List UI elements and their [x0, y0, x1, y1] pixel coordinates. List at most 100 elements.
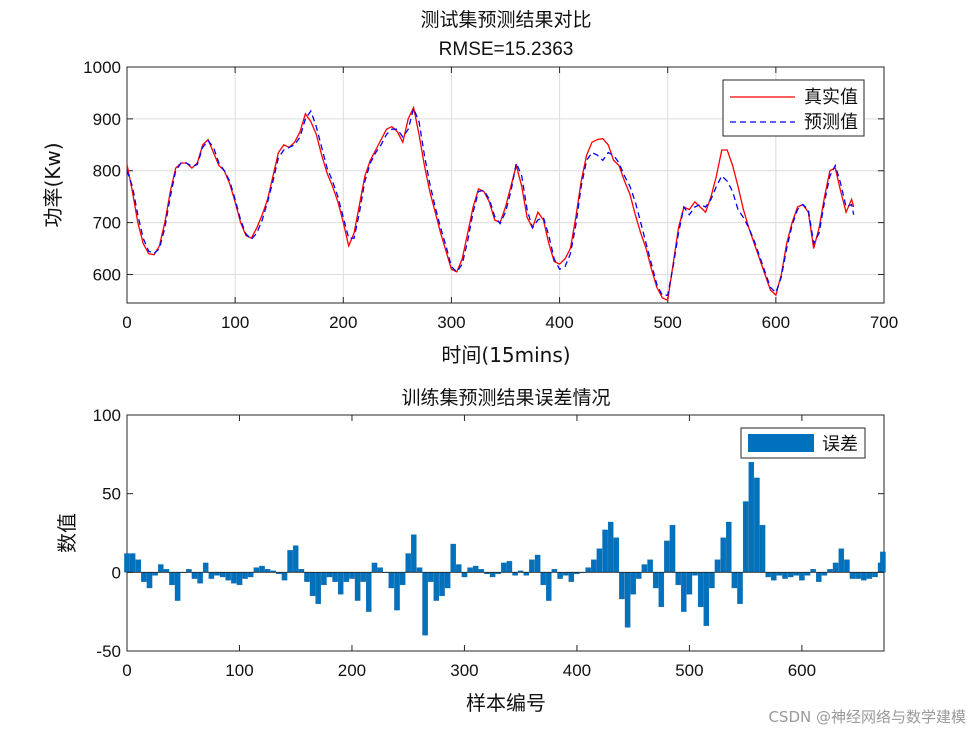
top-y-tick-label: 700 — [93, 214, 121, 233]
error-bar — [399, 572, 406, 586]
error-bar — [880, 551, 886, 573]
top-x-label: 时间(15mins) — [441, 343, 570, 367]
error-bar — [416, 567, 423, 573]
top-series — [126, 105, 855, 302]
error-bar — [360, 572, 366, 582]
legend-label-actual: 真实值 — [804, 87, 858, 108]
error-bar — [641, 564, 648, 573]
error-bar — [191, 572, 198, 579]
error-bar — [529, 559, 535, 573]
error-bar — [692, 572, 698, 576]
error-bar — [737, 572, 743, 604]
error-bar — [326, 572, 333, 578]
error-bar — [782, 572, 788, 579]
error-bar — [501, 562, 507, 573]
error-bar — [422, 572, 428, 636]
error-bar — [197, 572, 203, 584]
error-bar — [861, 572, 867, 581]
error-bar — [186, 569, 192, 573]
error-bar — [816, 572, 822, 582]
error-bar — [793, 572, 800, 576]
bottom-y-tick-label: 100 — [93, 406, 121, 425]
error-bar — [208, 572, 215, 579]
error-bar — [366, 572, 372, 612]
top-x-tick-label: 500 — [654, 313, 682, 332]
error-bar — [219, 572, 226, 578]
error-bar — [202, 562, 209, 573]
bottom-plot-area — [126, 414, 885, 652]
error-bar — [411, 534, 417, 573]
error-bar — [562, 572, 569, 576]
error-bar — [759, 524, 766, 573]
error-bar — [731, 572, 738, 589]
error-bar — [337, 572, 344, 595]
error-bar — [124, 553, 130, 573]
error-bar — [388, 572, 395, 589]
top-y-tick-label: 600 — [93, 265, 121, 284]
error-bar — [675, 572, 681, 586]
top-x-tick-label: 300 — [437, 313, 465, 332]
error-bar — [844, 559, 850, 573]
error-bar — [512, 572, 518, 576]
error-bar — [259, 565, 265, 573]
error-bar — [231, 572, 237, 584]
bottom-x-tick-label: 600 — [788, 661, 816, 680]
error-bar — [253, 567, 260, 573]
error-bar — [405, 553, 411, 573]
error-bar — [242, 572, 248, 579]
top-chart-subtitle: RMSE=15.2363 — [439, 39, 574, 60]
error-bar — [135, 559, 142, 573]
error-bar — [765, 572, 771, 578]
bottom-y-tick-label: 50 — [102, 485, 121, 504]
error-bar — [849, 572, 856, 579]
error-bar — [146, 572, 153, 589]
top-ticks: 0 100 200 300 400 500 600 700 600 700 800 900 1000 — [83, 58, 898, 332]
error-bar — [804, 572, 811, 576]
top-chart-title: 测试集预测结果对比 — [420, 9, 591, 31]
error-bar — [742, 501, 749, 573]
error-bar — [377, 567, 383, 573]
error-bar — [771, 572, 777, 581]
watermark: CSDN @神经网络与数学建模 — [768, 708, 966, 726]
error-bar — [658, 572, 665, 608]
error-bar — [697, 572, 704, 608]
error-bar — [506, 561, 513, 573]
top-y-tick-label: 900 — [93, 110, 121, 129]
error-bar — [354, 572, 361, 601]
error-bar — [489, 572, 496, 578]
error-bar — [686, 572, 693, 595]
top-legend-box — [722, 79, 865, 137]
error-bar — [433, 572, 440, 601]
error-bar — [281, 572, 288, 581]
error-bar — [461, 572, 468, 578]
error-bar — [720, 537, 726, 573]
error-bar — [236, 572, 243, 586]
bottom-y-label: 数值 — [55, 513, 79, 553]
top-x-tick-label: 100 — [221, 313, 249, 332]
error-bar — [371, 562, 378, 573]
bottom-x-tick-label: 500 — [675, 661, 703, 680]
error-bar — [523, 572, 530, 576]
error-bar — [292, 545, 299, 573]
bottom-y-tick-label: 0 — [112, 563, 121, 582]
error-bar — [450, 543, 456, 573]
series-line-predicted — [126, 106, 855, 296]
top-x-tick-label: 0 — [122, 313, 131, 332]
legend-swatch-error — [748, 434, 814, 452]
bottom-x-tick-label: 0 — [122, 661, 131, 680]
error-bar — [551, 569, 558, 573]
bottom-legend: 误差 — [740, 427, 866, 459]
bottom-chart: 训练集预测结果误差情况 0 100 200 300 400 500 600-50050100… — [55, 387, 886, 715]
error-bar — [444, 572, 451, 589]
error-bar — [748, 462, 755, 573]
bottom-x-tick-label: 400 — [563, 661, 591, 680]
top-chart: 测试集预测结果对比 RMSE=15.2363 0 100 200 300 400 500 6… — [41, 9, 898, 367]
legend-label-error: 误差 — [822, 434, 858, 455]
top-x-tick-label: 200 — [329, 313, 357, 332]
error-bar — [636, 572, 642, 579]
top-x-tick-label: 700 — [870, 313, 898, 332]
error-bar — [304, 572, 310, 582]
error-bar — [394, 572, 400, 611]
top-y-label: 功率(Kw) — [41, 142, 65, 227]
